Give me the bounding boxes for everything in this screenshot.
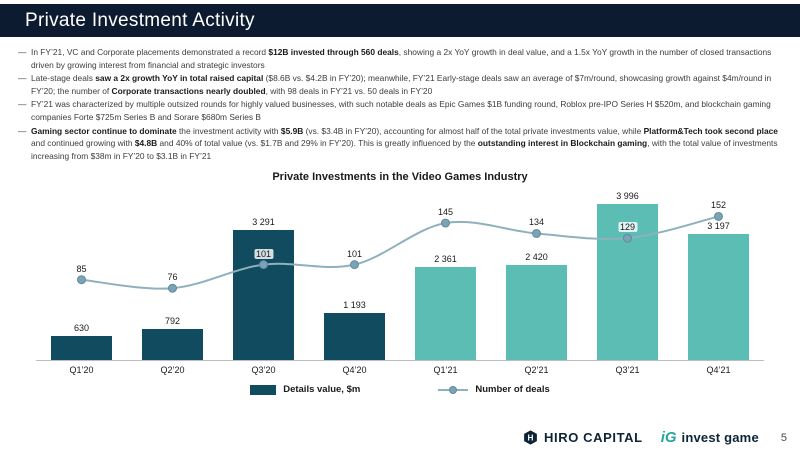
chart-legend: Details value, $m Number of deals bbox=[36, 384, 764, 395]
bullet-marker: — bbox=[18, 73, 27, 84]
hiro-capital-hexagon-icon: H bbox=[524, 430, 537, 445]
footer: H HIRO CAPITAL iG invest game 5 bbox=[523, 429, 787, 446]
invest-game-ig-icon: iG bbox=[660, 429, 677, 446]
chart-title: Private Investments in the Video Games I… bbox=[272, 171, 528, 184]
bullet-item: — FY’21 was characterized by multiple out… bbox=[18, 98, 786, 123]
legend-item-value: Details value, $m bbox=[250, 384, 360, 395]
bullet-item: — Late-stage deals saw a 2x growth YoY in… bbox=[18, 72, 786, 97]
svg-text:H: H bbox=[528, 434, 534, 443]
deal-count-label: 85 bbox=[74, 263, 89, 274]
deal-count-label: 101 bbox=[253, 248, 274, 259]
hiro-capital-wordmark: HIRO CAPITAL bbox=[544, 430, 643, 445]
bullet-item: — Gaming sector continue to dominate the … bbox=[18, 125, 786, 163]
chart-plot-area: 630 792 3 291 1 193 2 361 2 420 3 996 3 197 85 76… bbox=[36, 191, 764, 362]
x-axis-label: Q4’20 bbox=[342, 365, 367, 376]
bar bbox=[687, 234, 750, 361]
legend-item-deals: Number of deals bbox=[438, 384, 550, 396]
page-number: 5 bbox=[780, 431, 787, 444]
invest-game-wordmark: invest game bbox=[681, 430, 759, 445]
bullet-list: — In FY’21, VC and Corporate placements d… bbox=[18, 46, 786, 162]
x-axis-label: Q3’21 bbox=[615, 365, 640, 376]
deal-count-label: 152 bbox=[708, 200, 729, 211]
legend-label-deals: Number of deals bbox=[475, 384, 550, 396]
bar bbox=[323, 313, 386, 361]
slide-header: Private Investment Activity bbox=[0, 4, 800, 37]
x-axis-label: Q4’21 bbox=[706, 365, 731, 376]
bar-group: 3 291 bbox=[218, 191, 309, 361]
bullet-item: — In FY’21, VC and Corporate placements d… bbox=[18, 46, 786, 71]
bar-value-label: 1 193 bbox=[343, 300, 366, 311]
bar-value-label: 3 197 bbox=[707, 221, 730, 232]
bullet-marker: — bbox=[18, 47, 27, 57]
bullet-text: Late-stage deals saw a 2x growth YoY in … bbox=[31, 73, 772, 96]
bar-value-label: 2 420 bbox=[525, 251, 548, 262]
bar-group: 3 996 bbox=[582, 191, 673, 361]
bullet-text: FY’21 was characterized by multiple outs… bbox=[31, 99, 771, 123]
invest-game-logo: iG invest game bbox=[661, 429, 759, 446]
hiro-capital-logo: H HIRO CAPITAL bbox=[523, 430, 643, 445]
bullet-marker: — bbox=[18, 99, 27, 110]
bar-legend-swatch bbox=[250, 384, 277, 395]
bullet-text: In FY’21, VC and Corporate placements de… bbox=[31, 47, 772, 70]
x-axis-label: Q1’21 bbox=[433, 365, 458, 376]
x-axis-label: Q2’21 bbox=[524, 365, 549, 376]
bullet-marker: — bbox=[18, 125, 27, 136]
slide-title: Private Investment Activity bbox=[25, 9, 255, 31]
deal-count-label: 145 bbox=[435, 206, 456, 217]
bar-group: 2 361 bbox=[400, 191, 491, 361]
legend-label-value: Details value, $m bbox=[283, 384, 361, 396]
x-axis-label: Q2’20 bbox=[160, 365, 185, 376]
bullet-text: Gaming sector continue to dominate the i… bbox=[31, 125, 778, 161]
bar-value-label: 2 361 bbox=[434, 254, 457, 265]
chart: 630 792 3 291 1 193 2 361 2 420 3 996 3 197 85 76… bbox=[36, 191, 764, 395]
line-legend-dot-icon bbox=[449, 385, 458, 394]
bar-value-label: 3 291 bbox=[252, 217, 275, 228]
bar-value-label: 3 996 bbox=[616, 191, 639, 202]
bar-group: 1 193 bbox=[309, 191, 400, 361]
bar bbox=[50, 335, 113, 361]
x-axis-label: Q1’20 bbox=[69, 365, 94, 376]
deal-count-label: 134 bbox=[526, 217, 547, 228]
bar-value-label: 792 bbox=[164, 316, 181, 327]
deal-count-label: 76 bbox=[165, 272, 180, 283]
x-axis-label: Q3’20 bbox=[251, 365, 276, 376]
bar bbox=[414, 267, 477, 361]
bar-group: 3 197 bbox=[673, 191, 764, 361]
line-legend-icon bbox=[438, 385, 469, 394]
bar-group: 630 bbox=[36, 191, 127, 361]
x-axis: Q1’20 Q2’20 Q3’20 Q4’20 Q1’21 Q2’21 Q3’21 Q4’21 bbox=[36, 365, 764, 375]
bar-value-label: 630 bbox=[73, 322, 90, 333]
deal-count-label: 101 bbox=[344, 248, 365, 259]
bar bbox=[141, 329, 204, 361]
bar-group: 792 bbox=[127, 191, 218, 361]
deal-count-label: 129 bbox=[617, 221, 638, 232]
bar bbox=[505, 264, 568, 361]
